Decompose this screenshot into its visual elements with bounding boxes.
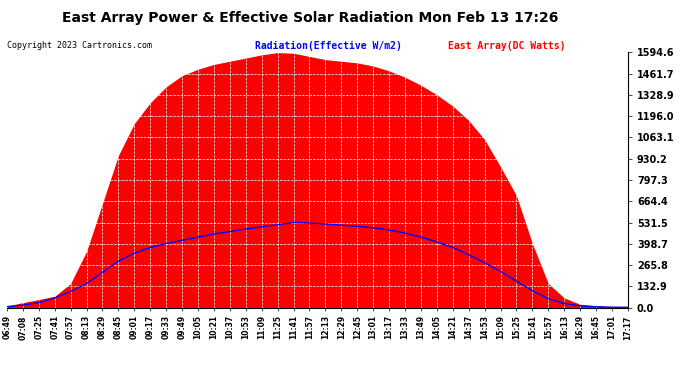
- Text: East Array(DC Watts): East Array(DC Watts): [448, 41, 566, 51]
- Text: East Array Power & Effective Solar Radiation Mon Feb 13 17:26: East Array Power & Effective Solar Radia…: [62, 11, 559, 25]
- Text: Radiation(Effective W/m2): Radiation(Effective W/m2): [255, 41, 402, 51]
- Text: Copyright 2023 Cartronics.com: Copyright 2023 Cartronics.com: [7, 41, 152, 50]
